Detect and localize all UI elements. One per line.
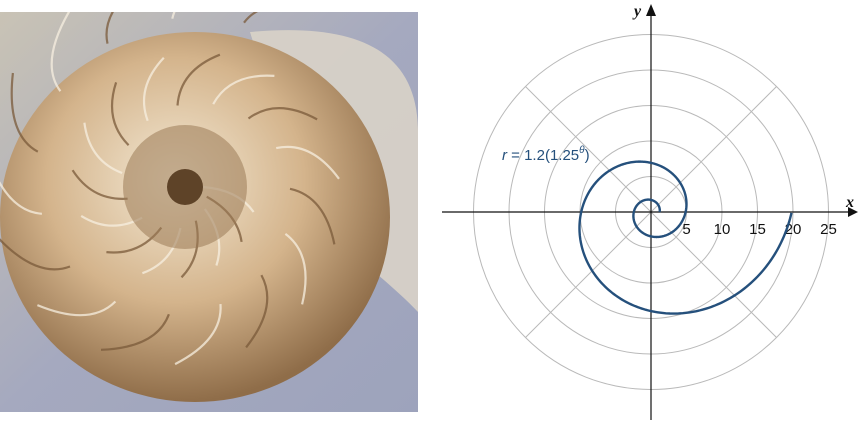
y-axis-arrow [646, 4, 656, 16]
x-axis-label: x [845, 194, 854, 211]
x-tick-label: 25 [820, 221, 837, 238]
shell-septum [50, 12, 71, 92]
equation-close: ) [585, 147, 590, 164]
shell-septum [275, 145, 340, 180]
grid-radial-135 [525, 86, 652, 213]
nautilus-shell-photo [0, 12, 418, 412]
spiral-curve [578, 160, 793, 315]
x-tick-label: 5 [682, 221, 690, 238]
x-tick-label: 10 [714, 221, 731, 238]
shell-septum [243, 12, 259, 24]
shell-septum [0, 238, 71, 271]
equation-rhs: = 1.2(1.25 [507, 147, 579, 164]
shell-septum [110, 82, 130, 146]
shell-septum [142, 56, 165, 122]
shell-center [167, 169, 203, 205]
shell-septum [71, 169, 128, 200]
grid-radial-45 [650, 86, 777, 213]
spiral-equation-label: r = 1.2(1.25θ) [502, 145, 590, 164]
shell-septum [176, 53, 221, 106]
equation-exponent: θ [579, 145, 585, 156]
grid-radial-225 [525, 211, 652, 338]
x-axis-arrow [848, 207, 858, 217]
x-tick-label: 15 [749, 221, 766, 238]
shell-septum [247, 107, 318, 121]
shell-septum [0, 181, 42, 215]
shell-septum [100, 313, 170, 351]
shell-septum [212, 74, 275, 105]
shell-septum [105, 12, 115, 44]
shell-septum [289, 187, 336, 245]
shell-septum [245, 274, 269, 349]
shell-septum [36, 300, 117, 317]
shell-septum [10, 72, 39, 153]
y-axis-label: y [632, 3, 642, 20]
polar-graph: x y 5 10 15 20 25 r = 1.2(1.25θ) [442, 3, 858, 420]
shell-septum [83, 122, 123, 175]
x-tick-labels: 5 10 15 20 25 [682, 221, 837, 238]
shell-septum [174, 304, 222, 366]
equation-lhs: r [502, 147, 508, 164]
shell-septum [284, 233, 307, 305]
